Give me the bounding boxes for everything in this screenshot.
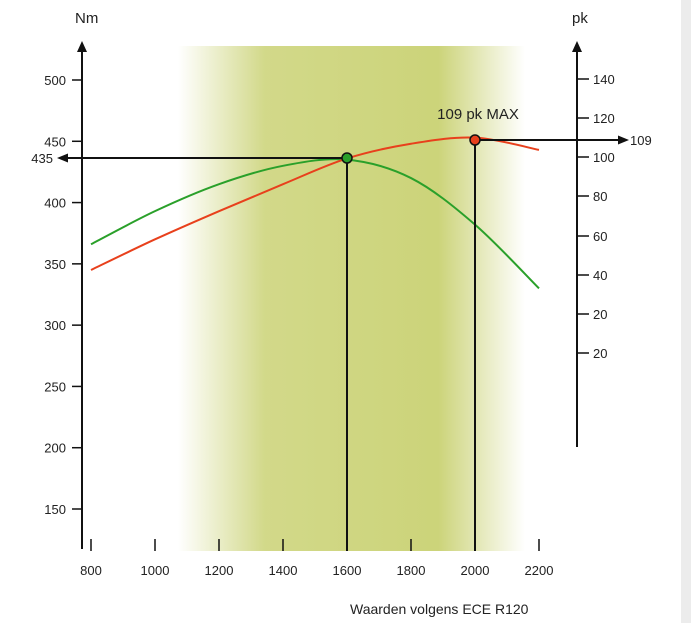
y-axis-right-arrow (572, 41, 582, 52)
x-tick-label: 800 (80, 563, 102, 578)
y-right-tick-label: 20 (593, 307, 607, 322)
series-line-red (90, 136, 540, 271)
x-tick-label: 1400 (269, 563, 298, 578)
y-left-tick-label: 500 (44, 73, 66, 88)
torque-value-label: 435 (31, 151, 53, 166)
chart-footer-note: Waarden volgens ECE R120 (350, 601, 529, 617)
y-right-tick-label: 60 (593, 229, 607, 244)
y-right-tick-label: 120 (593, 111, 615, 126)
x-tick-label: 1800 (397, 563, 426, 578)
torque-marker-dot (341, 152, 353, 164)
x-tick-label: 2200 (525, 563, 554, 578)
y-axis-right-label: pk (572, 10, 588, 27)
y-left-tick-label: 450 (44, 134, 66, 149)
y-left-tick-label: 400 (44, 196, 66, 211)
power-max-label: 109 pk MAX (437, 106, 519, 123)
torque-leader-arrow (57, 153, 68, 163)
y-left-tick-label: 200 (44, 441, 66, 456)
y-right-tick-label: 80 (593, 189, 607, 204)
power-value-label: 109 (630, 133, 652, 148)
y-axis-left-label: Nm (75, 10, 98, 27)
power-marker-dot (469, 134, 481, 146)
x-tick-label: 2000 (461, 563, 490, 578)
y-left-tick-label: 150 (44, 502, 66, 517)
y-axis-left-arrow (77, 41, 87, 52)
x-tick-label: 1200 (205, 563, 234, 578)
y-right-tick-label: 40 (593, 268, 607, 283)
rpm-band (178, 46, 525, 551)
x-tick-label: 1600 (333, 563, 362, 578)
x-tick-label: 1000 (141, 563, 170, 578)
y-left-tick-label: 350 (44, 257, 66, 272)
y-left-tick-label: 250 (44, 379, 66, 394)
power-leader-arrow (618, 135, 629, 145)
y-right-tick-label: 20 (593, 346, 607, 361)
y-right-tick-label: 100 (593, 150, 615, 165)
y-right-tick-label: 140 (593, 72, 615, 87)
y-left-tick-label: 300 (44, 318, 66, 333)
